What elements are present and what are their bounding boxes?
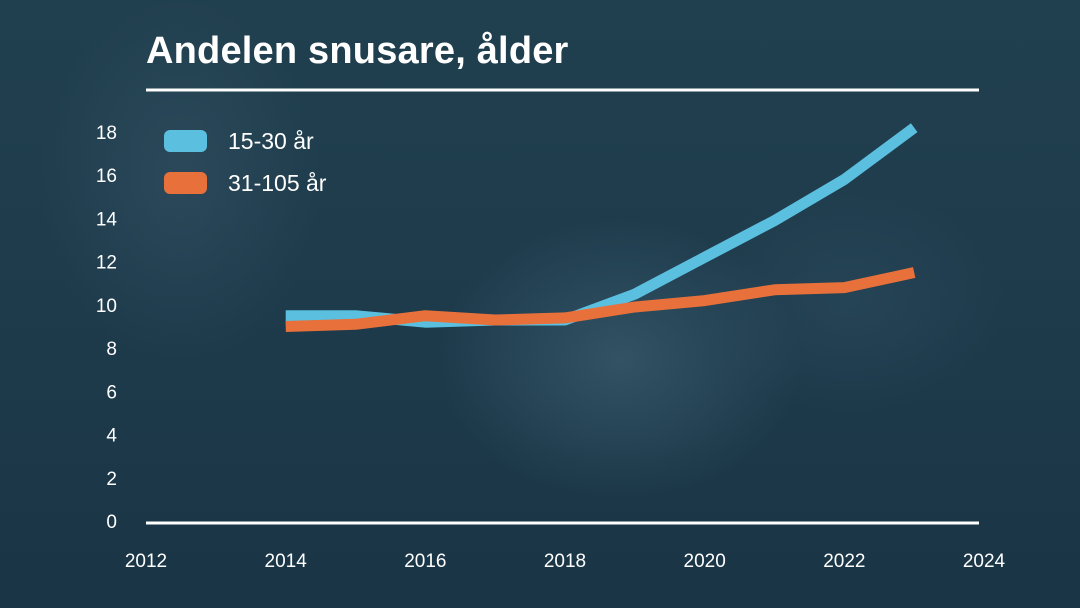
x-tick-label: 2022 — [823, 551, 865, 572]
legend-label-2: 31-105 år — [228, 170, 327, 196]
y-tick-label: 2 — [106, 469, 117, 490]
legend-swatch-1 — [164, 130, 207, 152]
y-tick-label: 0 — [106, 512, 117, 533]
legend-label-1: 15-30 år — [228, 128, 314, 154]
y-tick-label: 4 — [106, 426, 117, 447]
x-tick-label: 2014 — [265, 551, 308, 572]
x-tick-label: 2012 — [125, 551, 167, 572]
x-tick-label: 2018 — [544, 551, 586, 572]
y-tick-label: 10 — [96, 296, 117, 317]
x-tick-label: 2024 — [963, 551, 1006, 572]
series-line-2 — [285, 267, 916, 332]
x-tick-label: 2020 — [684, 551, 726, 572]
legend-swatch-2 — [164, 172, 207, 194]
chart-title: Andelen snusare, ålder — [146, 30, 569, 72]
x-tick-label: 2016 — [404, 551, 446, 572]
y-tick-label: 8 — [106, 339, 117, 360]
y-tick-label: 6 — [106, 382, 117, 403]
y-tick-label: 16 — [96, 166, 117, 187]
y-tick-label: 14 — [96, 209, 118, 230]
y-tick-label: 18 — [96, 123, 117, 144]
y-tick-label: 12 — [96, 253, 117, 274]
